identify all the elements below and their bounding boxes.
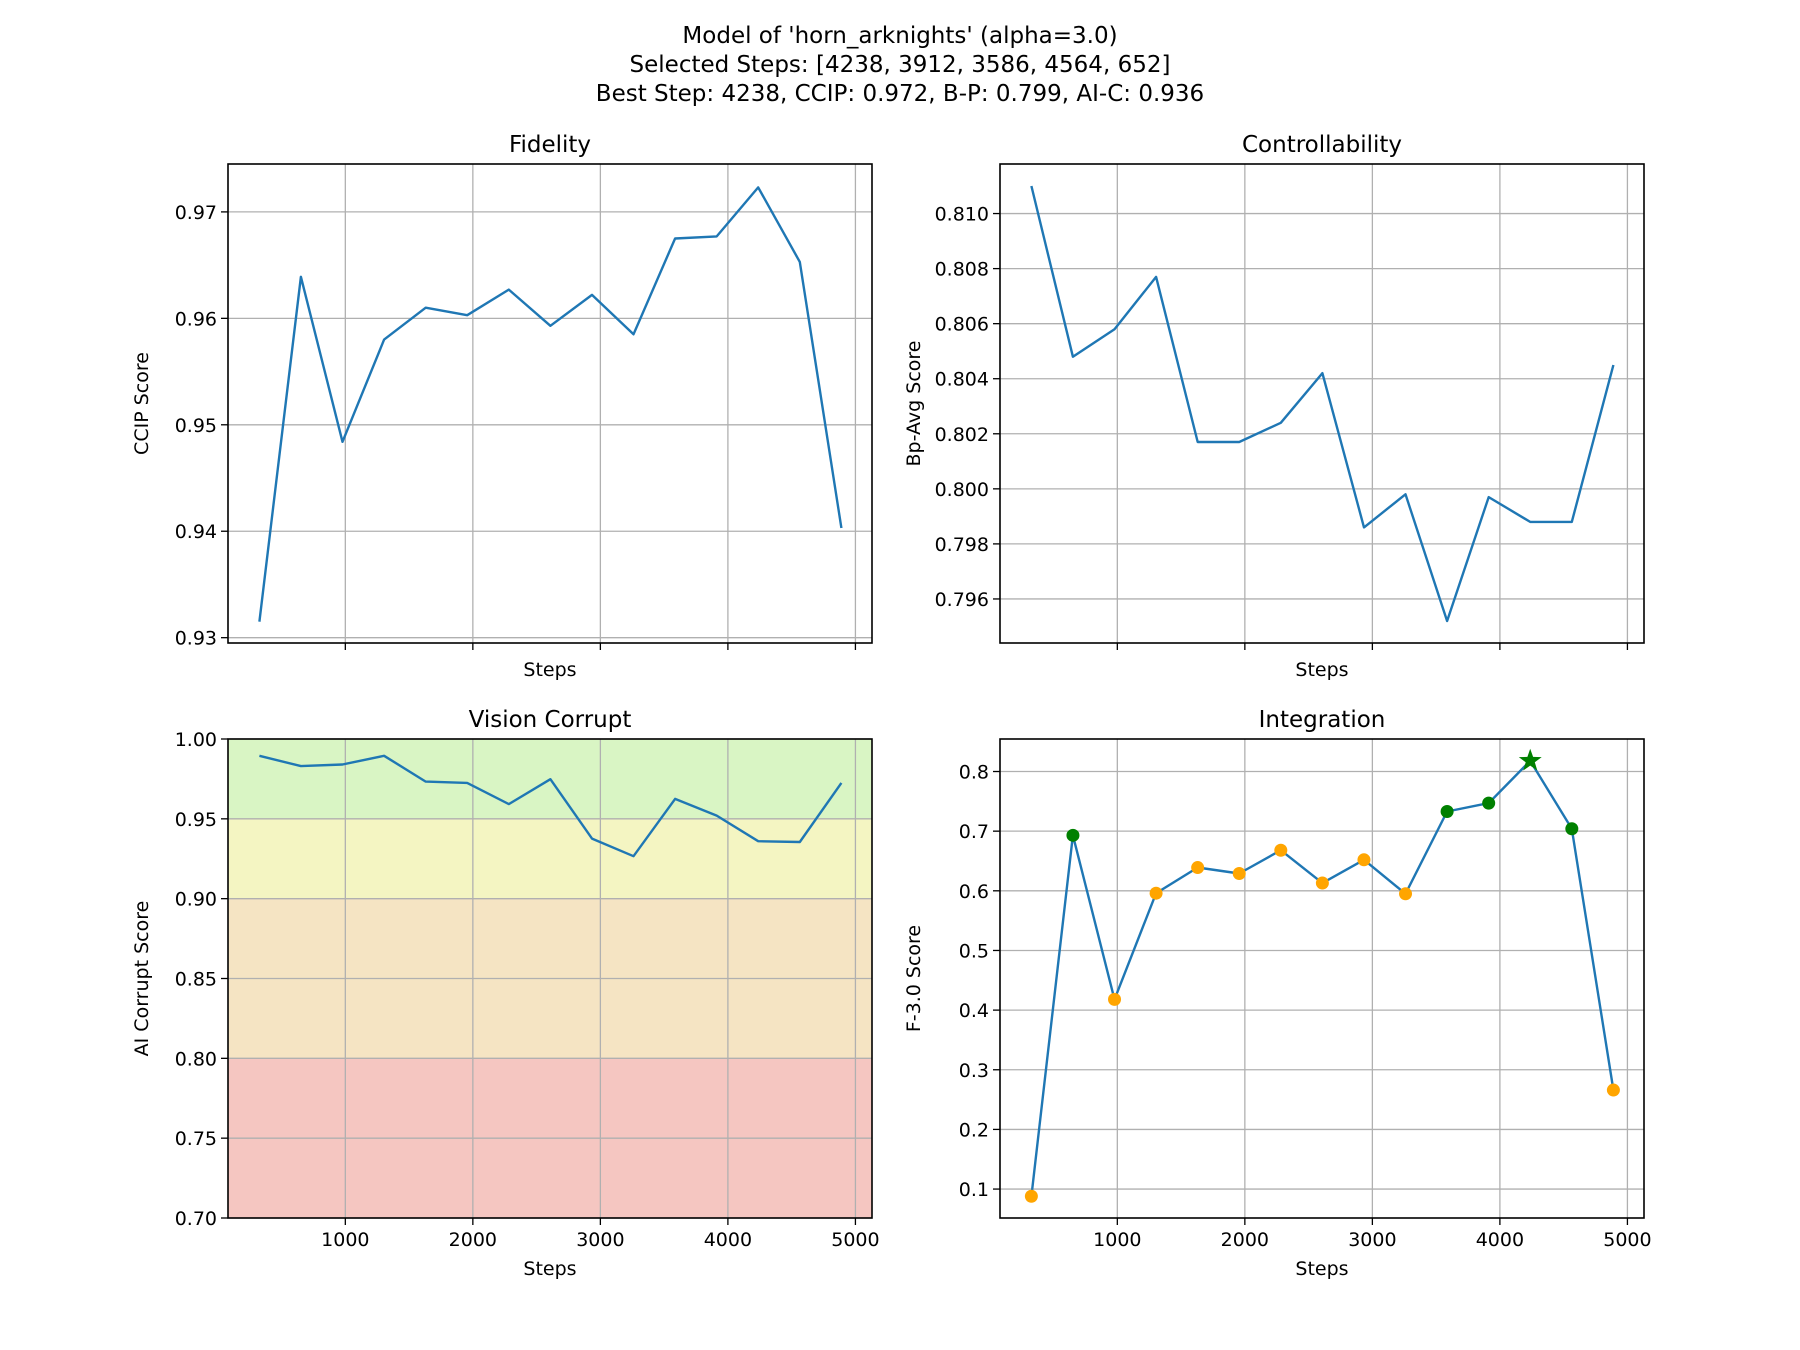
title-line-best-step: Best Step: 4238, CCIP: 0.972, B-P: 0.799… — [595, 81, 1205, 107]
figure-title: Model of 'horn_arknights' (alpha=3.0) Se… — [0, 22, 1800, 109]
y-tick-label: 0.796 — [935, 589, 989, 611]
series-line — [1030, 759, 1615, 1197]
data-point — [1149, 886, 1163, 900]
title-line-model: Model of 'horn_arknights' (alpha=3.0) — [682, 23, 1118, 49]
series-line — [1030, 185, 1615, 623]
y-tick-label: 0.806 — [935, 314, 989, 336]
data-point — [1399, 887, 1413, 901]
y-tick-label: 0.96 — [175, 308, 217, 330]
y-axis-label: AI Corrupt Score — [131, 901, 153, 1057]
series-line — [258, 186, 843, 622]
band-1 — [228, 818, 872, 899]
y-tick-label: 0.808 — [935, 259, 989, 281]
y-tick-label: 1.00 — [175, 729, 217, 751]
axes-frame — [999, 163, 1645, 644]
panel-title: Integration — [1259, 707, 1386, 733]
data-point — [1191, 861, 1205, 875]
y-tick-label: 0.802 — [935, 424, 989, 446]
axes-frame — [227, 163, 873, 644]
y-tick-label: 0.97 — [175, 202, 217, 224]
y-tick-label: 0.798 — [935, 534, 989, 556]
selected-point — [1482, 796, 1496, 810]
y-tick-label: 0.8 — [959, 762, 989, 784]
y-tick-label: 0.95 — [175, 415, 217, 437]
panel-integration: 1000 2000 3000 4000 5000 0.1 0.2 0.3 0.4 0.5 0.6 0.… — [903, 707, 1652, 1280]
panel-title: Fidelity — [509, 132, 591, 158]
data-point — [1274, 843, 1288, 857]
data-point — [1315, 876, 1329, 890]
y-tick-label: 0.93 — [175, 628, 217, 650]
y-tick-label: 0.94 — [175, 521, 217, 543]
selected-point — [1565, 822, 1579, 836]
data-point — [1606, 1083, 1620, 1097]
y-tick-label: 0.75 — [175, 1128, 217, 1150]
y-tick-label: 0.70 — [175, 1208, 217, 1230]
y-tick-label: 0.1 — [959, 1179, 989, 1201]
x-tick-label: 3000 — [576, 1229, 624, 1251]
y-tick-label: 0.3 — [959, 1060, 989, 1082]
y-tick-label: 0.4 — [959, 1000, 989, 1022]
panel-title: Vision Corrupt — [469, 707, 632, 733]
y-tick-label: 0.800 — [935, 479, 989, 501]
selected-point — [1440, 804, 1454, 818]
x-tick-label: 2000 — [1221, 1229, 1269, 1251]
x-axis-label: Steps — [523, 659, 576, 681]
y-tick-label: 0.85 — [175, 969, 217, 991]
panel-fidelity: 0.93 0.94 0.95 0.96 0.97 Fidelity Steps CCIP Sc… — [131, 132, 873, 681]
y-axis-label: Bp-Avg Score — [903, 341, 925, 467]
data-point — [1357, 853, 1371, 867]
y-tick-label: 0.90 — [175, 889, 217, 911]
x-tick-label: 4000 — [1476, 1229, 1524, 1251]
y-tick-label: 0.5 — [959, 940, 989, 962]
x-axis-label: Steps — [1295, 659, 1348, 681]
panel-controllability: 0.796 0.798 0.800 0.802 0.804 0.806 0.808 0.810… — [903, 132, 1645, 681]
panel-title: Controllability — [1242, 132, 1402, 158]
data-point — [1108, 992, 1122, 1006]
y-tick-label: 0.2 — [959, 1119, 989, 1141]
panel-vision-corrupt: 1000 2000 3000 4000 5000 0.70 0.75 0.80 0.85 0.90… — [131, 707, 880, 1280]
x-tick-label: 1000 — [321, 1229, 369, 1251]
x-tick-label: 5000 — [831, 1229, 879, 1251]
axes-frame — [999, 738, 1645, 1219]
data-point — [1024, 1189, 1038, 1203]
selected-point — [1066, 828, 1080, 842]
y-axis-label: F-3.0 Score — [903, 925, 925, 1032]
x-tick-label: 5000 — [1603, 1229, 1651, 1251]
x-tick-label: 3000 — [1348, 1229, 1396, 1251]
x-tick-label: 2000 — [449, 1229, 497, 1251]
y-tick-label: 0.6 — [959, 881, 989, 903]
x-tick-label: 4000 — [704, 1229, 752, 1251]
y-tick-label: 0.95 — [175, 809, 217, 831]
x-axis-label: Steps — [1295, 1258, 1348, 1280]
y-axis-label: CCIP Score — [131, 352, 153, 455]
y-tick-label: 0.80 — [175, 1048, 217, 1070]
x-axis-label: Steps — [523, 1258, 576, 1280]
y-tick-label: 0.7 — [959, 821, 989, 843]
y-tick-label: 0.804 — [935, 369, 989, 391]
x-tick-label: 1000 — [1093, 1229, 1141, 1251]
title-line-selected-steps: Selected Steps: [4238, 3912, 3586, 4564,… — [629, 52, 1171, 78]
y-tick-label: 0.810 — [935, 204, 989, 226]
best-step-star — [1518, 748, 1542, 771]
data-point — [1232, 867, 1246, 881]
series-line — [259, 754, 843, 858]
